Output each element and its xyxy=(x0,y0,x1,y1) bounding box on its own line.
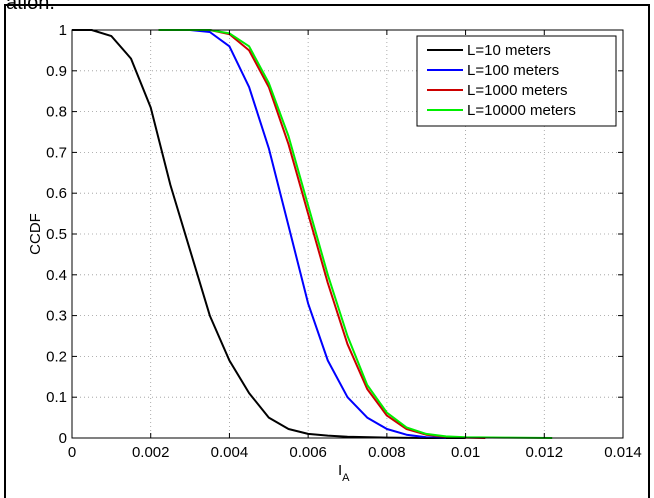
y-tick-label: 0.5 xyxy=(46,226,67,243)
series-line-2 xyxy=(158,29,446,439)
y-tick-label: 0.4 xyxy=(46,267,67,284)
cropped-caption-text: ation. xyxy=(6,0,55,14)
y-tick-label: 0.9 xyxy=(46,63,67,80)
x-tick-label: 0.012 xyxy=(526,444,564,461)
y-tick-label: 0.8 xyxy=(46,104,67,121)
y-tick-label: 0.3 xyxy=(46,308,67,325)
legend-entry-label: L=1000 meters xyxy=(467,82,567,99)
x-tick-label: 0.01 xyxy=(451,444,480,461)
y-axis-label: CCDF xyxy=(27,213,44,255)
x-tick-label: 0.002 xyxy=(132,444,170,461)
y-tick-label: 0 xyxy=(59,430,67,447)
figure-frame: ation. xyxy=(4,0,650,498)
x-tick-label: 0.008 xyxy=(368,444,406,461)
x-tick-label: 0.004 xyxy=(211,444,249,461)
legend-entry-label: L=100 meters xyxy=(467,62,559,79)
tick-layer: 0 0.002 0.004 0.006 0.008 0.01 0.012 0.014 0 0.1 0… xyxy=(46,22,642,461)
x-tick-label: 0.014 xyxy=(604,444,642,461)
series-line-1 xyxy=(72,29,466,439)
x-axis-label: IA xyxy=(338,462,350,484)
y-tick-label: 0.1 xyxy=(46,389,67,406)
legend-entry-label: L=10 meters xyxy=(467,42,551,59)
series-line-4 xyxy=(158,29,553,439)
grid-layer xyxy=(72,30,623,438)
legend: L=10 meters L=100 meters L=1000 meters L=10… xyxy=(416,35,617,127)
series-layer xyxy=(72,29,553,439)
y-tick-label: 0.7 xyxy=(46,144,67,161)
y-tick-label: 0.6 xyxy=(46,185,67,202)
x-tick-label: 0 xyxy=(68,444,76,461)
x-tick-label: 0.006 xyxy=(289,444,327,461)
y-tick-label: 0.2 xyxy=(46,348,67,365)
y-tick-label: 1 xyxy=(59,22,67,39)
legend-entry-label: L=10000 meters xyxy=(467,102,576,119)
